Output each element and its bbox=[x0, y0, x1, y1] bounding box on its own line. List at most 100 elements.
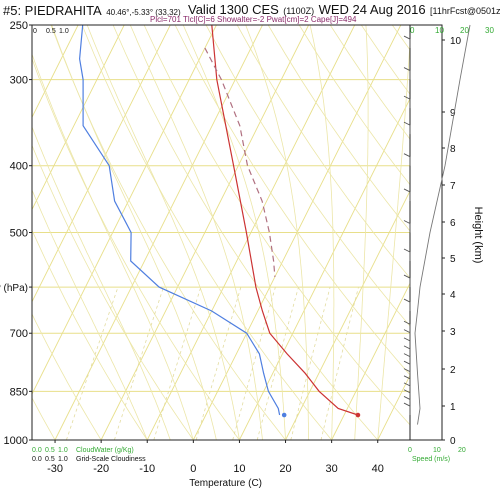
pressure-tick-label: 250 bbox=[10, 20, 28, 32]
cloudiness-label: Grid-Scale Cloudiness bbox=[76, 456, 146, 463]
pressure-tick-label: 500 bbox=[10, 228, 28, 240]
dry-adiabat bbox=[112, 25, 379, 440]
wind-barb-flag bbox=[403, 35, 411, 40]
side-panel-frame bbox=[409, 24, 443, 441]
wind-barb-flag bbox=[403, 188, 411, 193]
height-tick-label: 8 bbox=[450, 144, 456, 155]
cloudwater-tick-label: 1.0 bbox=[58, 447, 68, 454]
cloudwater-tick-label: 0.5 bbox=[45, 447, 55, 454]
top-green-tick-label: 0 bbox=[410, 26, 415, 35]
top-green-tick-label: 20 bbox=[460, 26, 469, 35]
moist-adiabat bbox=[86, 25, 240, 440]
pressure-tick-label: 300 bbox=[10, 75, 28, 87]
top-green-tick-label: 30 bbox=[485, 26, 494, 35]
top-scale-tick-label: 0 bbox=[33, 28, 37, 35]
dewpoint-line bbox=[78, 25, 281, 416]
mixing-ratio-line bbox=[256, 286, 299, 440]
height-tick-label: 6 bbox=[450, 218, 456, 229]
wind-barb-flag bbox=[403, 402, 411, 407]
wind-barb-flag bbox=[403, 298, 411, 303]
wind-barb-flag bbox=[403, 396, 411, 400]
mixing-ratio-line bbox=[66, 286, 119, 440]
dry-adiabat bbox=[298, 25, 410, 186]
wind-barb-flag bbox=[403, 353, 411, 358]
cloudiness-tick-label: 0.5 bbox=[45, 456, 55, 463]
moist-adiabat bbox=[354, 25, 369, 440]
height-tick-label: 7 bbox=[450, 181, 456, 192]
temperature-tick-label: 30 bbox=[326, 463, 338, 475]
top-scale-tick-label: 1.0 bbox=[59, 28, 69, 35]
isotherm-line bbox=[100, 25, 310, 440]
params-line: Plcl=701 Tlcl[C]=6 Showalter=-2 Pwat[cm]… bbox=[150, 15, 357, 24]
temperature-tick-label: 20 bbox=[279, 463, 291, 475]
height-tick-label: 1 bbox=[450, 402, 456, 413]
moist-adiabat bbox=[377, 35, 410, 440]
cloudwater-tick-label: 0.0 bbox=[32, 447, 42, 454]
profiles bbox=[78, 25, 361, 418]
dry-adiabat bbox=[236, 25, 410, 279]
dry-adiabat bbox=[423, 25, 500, 440]
valid-date: WED 24 Aug 2016 bbox=[318, 2, 426, 17]
height-tick-label: 5 bbox=[450, 254, 456, 265]
pressure-tick-label: P (hPa) bbox=[0, 283, 28, 294]
moist-adiabat bbox=[245, 25, 310, 440]
pressure-tick-label: 1000 bbox=[4, 435, 28, 447]
pressure-tick-label: 700 bbox=[10, 328, 28, 340]
valid-utc: (1100Z) bbox=[283, 6, 315, 16]
wind-barb-flag bbox=[403, 337, 411, 342]
x-axis-label: Temperature (C) bbox=[189, 478, 262, 489]
isotherm-line bbox=[32, 25, 125, 211]
dry-adiabat bbox=[205, 25, 410, 327]
wind-barb-flag bbox=[403, 382, 411, 387]
dry-adiabat bbox=[32, 57, 240, 440]
surface-dewpoint-dot bbox=[281, 412, 287, 418]
height-tick-label: 3 bbox=[450, 327, 456, 338]
wind-barb-flag bbox=[403, 375, 411, 380]
dry-adiabat bbox=[81, 25, 332, 440]
moist-adiabat bbox=[32, 53, 194, 440]
moist-adiabat bbox=[309, 25, 335, 440]
speed-label: Speed (m/s) bbox=[412, 456, 450, 463]
speed-tick-label: 0 bbox=[408, 447, 412, 454]
speed-tick-label: 10 bbox=[433, 447, 441, 454]
wind-barb-flag bbox=[403, 360, 411, 365]
pressure-tick-label: 850 bbox=[10, 386, 28, 398]
temperature-tick-label: 10 bbox=[233, 463, 245, 475]
wind-barb-flag bbox=[403, 95, 411, 100]
wind-barb-flag bbox=[403, 248, 411, 253]
dry-adiabat bbox=[267, 25, 410, 232]
temperature-tick-label: -10 bbox=[139, 463, 155, 475]
forecast-info: [11hrFcst@0501z] bbox=[430, 6, 500, 16]
height-tick-label: 0 bbox=[450, 436, 456, 447]
temperature-tick-label: 0 bbox=[190, 463, 196, 475]
grid-lines bbox=[32, 25, 500, 440]
mixing-ratio-line bbox=[195, 286, 242, 440]
station-coords: 40.46°,-5.33° (33,32) bbox=[106, 8, 181, 17]
cloudwater-label: CloudWater (g/Kg) bbox=[76, 447, 134, 454]
wind-barb-flag bbox=[403, 320, 411, 325]
dry-adiabat bbox=[174, 25, 410, 376]
temperature-tick-label: -30 bbox=[47, 463, 63, 475]
cloudiness-tick-label: 1.0 bbox=[58, 456, 68, 463]
top-green-tick-label: 10 bbox=[435, 26, 444, 35]
dry-adiabat bbox=[32, 313, 102, 440]
dry-adiabat bbox=[32, 397, 56, 440]
wind-barb-flag bbox=[403, 220, 411, 224]
mixing-ratio-line bbox=[320, 287, 359, 440]
isotherm-line bbox=[146, 25, 356, 440]
wind-barb-flag bbox=[403, 345, 411, 350]
temperature-tick-label: 40 bbox=[372, 463, 384, 475]
wind-barb-flag bbox=[403, 329, 411, 334]
isotherm-line bbox=[32, 25, 217, 395]
axes: 250300400500P (hPa)7008501000-30-20-1001… bbox=[0, 20, 494, 489]
station-name: #5: PIEDRAHITA bbox=[3, 3, 102, 18]
dry-adiabat bbox=[32, 229, 148, 440]
isotherm-line bbox=[424, 25, 500, 440]
top-scale-tick-label: 0.5 bbox=[46, 28, 56, 35]
parcel-line bbox=[204, 47, 276, 277]
mixing-ratio-line bbox=[114, 286, 164, 440]
height-tick-label: 10 bbox=[450, 36, 462, 47]
wind-barb-flag bbox=[403, 67, 411, 71]
